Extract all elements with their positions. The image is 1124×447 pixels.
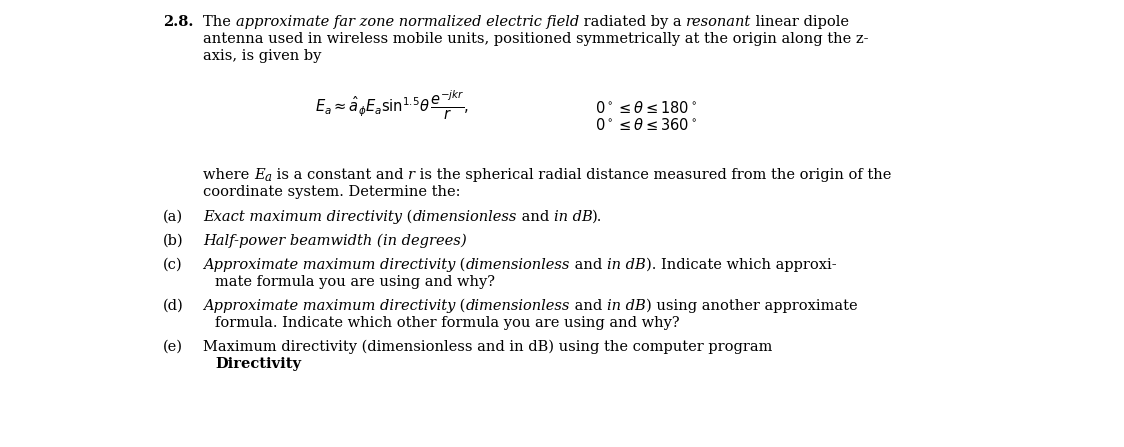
Text: mate formula you are using and why?: mate formula you are using and why?	[215, 275, 495, 289]
Text: .: .	[280, 357, 284, 371]
Text: antenna used in wireless mobile units, positioned symmetrically at the origin al: antenna used in wireless mobile units, p…	[203, 32, 869, 46]
Text: Maximum directivity (dimensionless and in dB) using the computer program: Maximum directivity (dimensionless and i…	[203, 340, 772, 354]
Text: dimensionless: dimensionless	[413, 210, 517, 224]
Text: axis, is given by: axis, is given by	[203, 49, 321, 63]
Text: is the spherical radial distance measured from the origin of the: is the spherical radial distance measure…	[415, 168, 891, 182]
Text: 2.8.: 2.8.	[163, 15, 193, 29]
Text: resonant: resonant	[686, 15, 751, 29]
Text: $E_a \approx \hat{a}_\phi E_a \sin^{1.5}\!\theta\,\dfrac{e^{-jkr}}{r},$: $E_a \approx \hat{a}_\phi E_a \sin^{1.5}…	[315, 89, 469, 122]
Text: radiated by a: radiated by a	[579, 15, 686, 29]
Text: linear dipole: linear dipole	[751, 15, 850, 29]
Text: a: a	[264, 171, 272, 184]
Text: (d): (d)	[163, 299, 183, 313]
Text: in dB: in dB	[607, 258, 645, 272]
Text: Half-power beamwidth (: Half-power beamwidth (	[203, 234, 382, 249]
Text: and: and	[570, 299, 607, 313]
Text: (e): (e)	[163, 340, 183, 354]
Text: dimensionless: dimensionless	[465, 299, 570, 313]
Text: formula. Indicate which other formula you are using and why?: formula. Indicate which other formula yo…	[215, 316, 680, 330]
Text: Approximate maximum directivity: Approximate maximum directivity	[203, 258, 455, 272]
Text: Exact maximum directivity: Exact maximum directivity	[203, 210, 402, 224]
Text: ). Indicate which approxi-: ). Indicate which approxi-	[645, 258, 836, 272]
Text: approximate far zone normalized electric field: approximate far zone normalized electric…	[236, 15, 579, 29]
Text: (: (	[455, 299, 465, 313]
Text: (c): (c)	[163, 258, 182, 272]
Text: The: The	[203, 15, 236, 29]
Text: ): )	[461, 234, 466, 248]
Text: in dB: in dB	[607, 299, 645, 313]
Text: E: E	[254, 168, 264, 182]
Text: and: and	[517, 210, 553, 224]
Text: Directivity: Directivity	[215, 357, 301, 371]
Text: in degrees: in degrees	[382, 234, 461, 248]
Text: Approximate maximum directivity: Approximate maximum directivity	[203, 299, 455, 313]
Text: and: and	[570, 258, 607, 272]
Text: ) using another approximate: ) using another approximate	[645, 299, 858, 313]
Text: coordinate system. Determine the:: coordinate system. Determine the:	[203, 185, 461, 199]
Text: (: (	[402, 210, 413, 224]
Text: r: r	[408, 168, 415, 182]
Text: (a): (a)	[163, 210, 183, 224]
Text: (b): (b)	[163, 234, 183, 248]
Text: in dB: in dB	[553, 210, 592, 224]
Text: where: where	[203, 168, 254, 182]
Text: ).: ).	[592, 210, 602, 224]
Text: is a constant and: is a constant and	[272, 168, 408, 182]
Text: dimensionless: dimensionless	[465, 258, 570, 272]
Text: (: (	[455, 258, 465, 272]
Text: $0^\circ \leq \theta \leq 180^\circ$: $0^\circ \leq \theta \leq 180^\circ$	[595, 100, 697, 116]
Text: $0^\circ \leq \theta \leq 360^\circ$: $0^\circ \leq \theta \leq 360^\circ$	[595, 117, 697, 133]
